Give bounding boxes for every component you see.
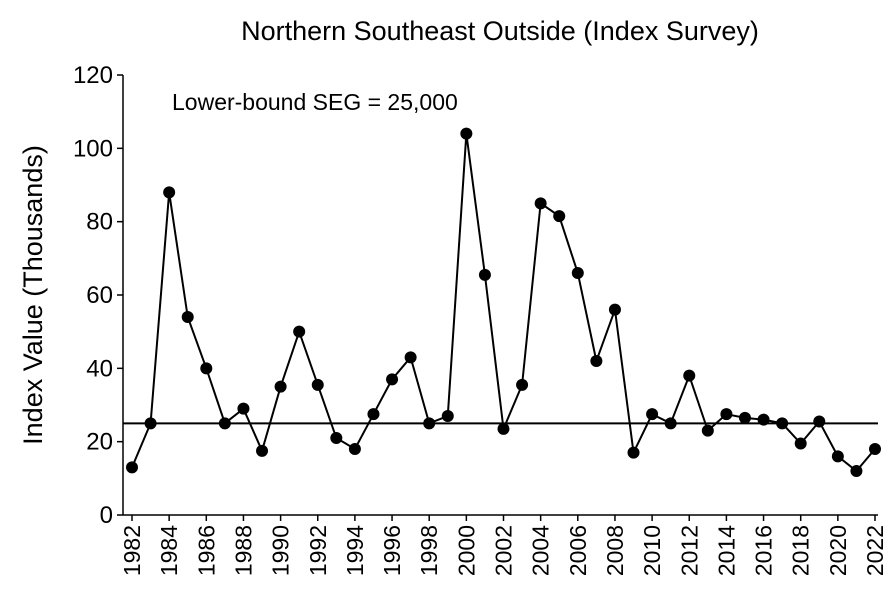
data-point bbox=[367, 408, 380, 421]
y-tick-label: 80 bbox=[86, 209, 113, 236]
data-point bbox=[126, 461, 138, 474]
y-tick-label: 100 bbox=[73, 135, 113, 162]
data-point bbox=[794, 437, 807, 450]
x-tick-label: 2022 bbox=[862, 525, 888, 576]
x-tick-label: 2018 bbox=[788, 525, 814, 576]
data-point bbox=[478, 268, 491, 281]
data-point bbox=[571, 267, 584, 279]
x-tick-label: 2012 bbox=[676, 525, 702, 576]
y-axis-label: Index Value (Thousands) bbox=[18, 145, 48, 445]
data-point bbox=[553, 210, 566, 223]
y-tick-label: 120 bbox=[73, 62, 113, 89]
y-tick-label: 0 bbox=[100, 502, 113, 529]
data-point bbox=[831, 450, 844, 463]
data-point bbox=[218, 417, 231, 430]
x-tick-label: 2002 bbox=[491, 525, 517, 576]
x-tick-label: 1998 bbox=[416, 525, 442, 576]
data-point bbox=[330, 432, 343, 444]
data-point bbox=[386, 373, 399, 386]
data-point bbox=[720, 408, 733, 421]
data-point bbox=[274, 380, 287, 393]
y-tick-label: 60 bbox=[86, 282, 113, 309]
data-point bbox=[701, 424, 714, 437]
data-point bbox=[646, 408, 659, 421]
data-point bbox=[516, 378, 529, 391]
data-point bbox=[293, 325, 306, 338]
x-tick-label: 2006 bbox=[565, 525, 591, 576]
data-point bbox=[683, 369, 696, 382]
data-point bbox=[460, 127, 473, 140]
x-tick-label: 1986 bbox=[193, 525, 219, 576]
data-point bbox=[441, 410, 454, 422]
x-tick-label: 2014 bbox=[713, 525, 739, 576]
data-point bbox=[590, 355, 603, 367]
x-tick-label: 1992 bbox=[305, 525, 331, 576]
data-point bbox=[757, 413, 770, 426]
chart-title: Northern Southeast Outside (Index Survey… bbox=[241, 16, 759, 46]
x-tick-label: 1990 bbox=[268, 525, 294, 576]
data-point bbox=[163, 186, 176, 199]
x-tick-label: 2020 bbox=[825, 525, 851, 576]
data-point bbox=[144, 417, 157, 430]
data-point bbox=[608, 303, 621, 316]
annotation: Lower-bound SEG = 25,000 bbox=[172, 89, 458, 115]
data-point bbox=[348, 443, 361, 455]
data-point bbox=[627, 446, 640, 459]
x-tick-label: 2010 bbox=[639, 525, 665, 576]
data-point bbox=[497, 422, 510, 435]
data-point bbox=[256, 444, 269, 457]
x-tick-label: 1988 bbox=[230, 525, 256, 576]
data-point bbox=[311, 378, 324, 391]
x-tick-label: 2008 bbox=[602, 525, 628, 576]
data-point bbox=[181, 311, 194, 323]
y-tick-label: 20 bbox=[86, 429, 113, 456]
x-tick-label: 2000 bbox=[453, 525, 479, 576]
data-point bbox=[423, 417, 436, 430]
x-tick-label: 2016 bbox=[751, 525, 777, 576]
data-point bbox=[404, 351, 417, 364]
data-point bbox=[664, 417, 677, 430]
data-point bbox=[738, 411, 751, 424]
data-point bbox=[776, 417, 789, 430]
data-point bbox=[813, 415, 826, 428]
x-tick-label: 1994 bbox=[342, 525, 368, 576]
data-point bbox=[534, 197, 547, 210]
x-tick-label: 1982 bbox=[119, 525, 145, 576]
x-tick-label: 2004 bbox=[528, 525, 554, 576]
data-point bbox=[237, 402, 250, 415]
x-tick-label: 1984 bbox=[156, 525, 182, 576]
data-point bbox=[850, 465, 863, 477]
x-tick-label: 1996 bbox=[379, 525, 405, 576]
data-point bbox=[200, 362, 213, 375]
data-point bbox=[869, 443, 881, 455]
y-tick-label: 40 bbox=[86, 355, 113, 382]
